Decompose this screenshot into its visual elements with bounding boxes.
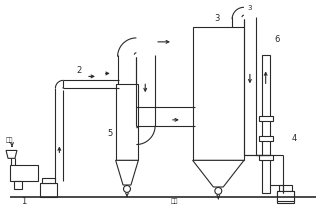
Text: 出料: 出料 bbox=[171, 198, 179, 204]
Text: 1: 1 bbox=[21, 197, 26, 206]
Bar bbox=[262, 55, 270, 193]
Bar bbox=[277, 191, 294, 203]
Bar bbox=[193, 27, 244, 160]
Bar bbox=[259, 155, 273, 160]
Polygon shape bbox=[6, 151, 17, 158]
Text: 3: 3 bbox=[215, 14, 220, 23]
Bar bbox=[39, 183, 57, 197]
Circle shape bbox=[123, 186, 130, 192]
Bar bbox=[259, 136, 273, 141]
Text: 6: 6 bbox=[275, 35, 280, 44]
Polygon shape bbox=[193, 160, 244, 187]
Bar bbox=[259, 116, 273, 121]
Bar bbox=[277, 191, 294, 201]
Text: 2: 2 bbox=[76, 67, 82, 75]
Text: 进料: 进料 bbox=[6, 137, 13, 143]
Bar bbox=[279, 185, 292, 191]
Bar bbox=[115, 84, 138, 160]
Polygon shape bbox=[115, 160, 138, 185]
Circle shape bbox=[215, 187, 222, 194]
Text: 3: 3 bbox=[248, 5, 252, 11]
Bar bbox=[14, 181, 22, 189]
Text: 4: 4 bbox=[291, 133, 297, 143]
Bar bbox=[41, 178, 55, 183]
Bar bbox=[10, 165, 38, 181]
Text: 5: 5 bbox=[107, 129, 112, 138]
